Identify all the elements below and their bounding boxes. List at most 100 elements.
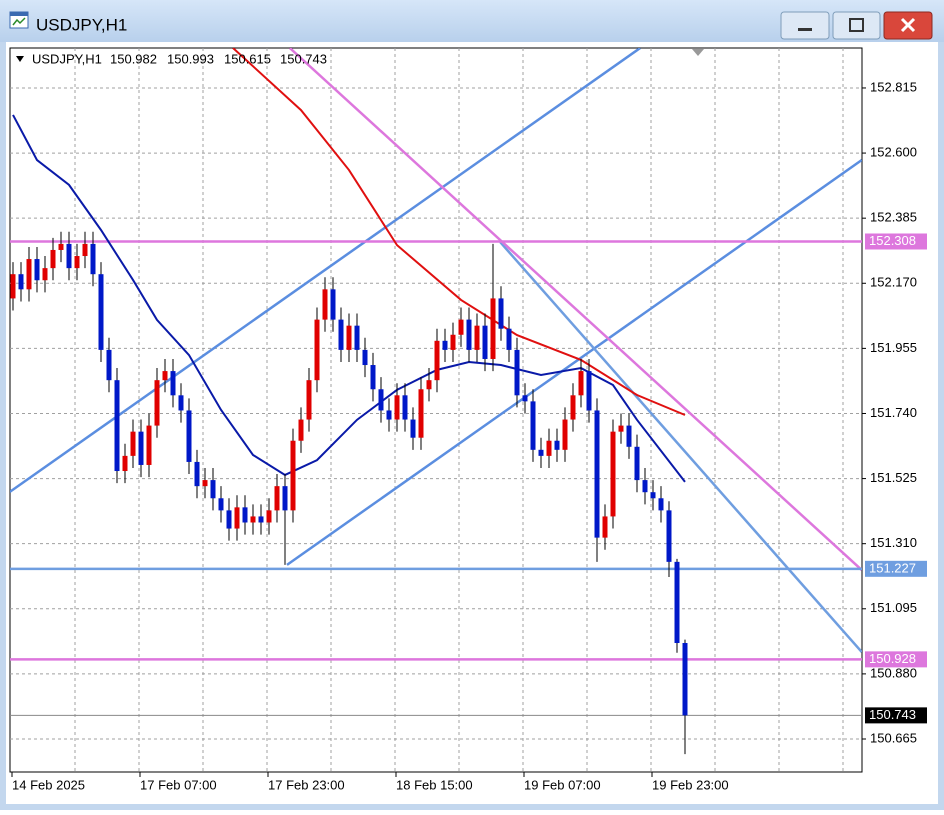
candle-body — [418, 389, 424, 438]
close-button[interactable] — [883, 11, 933, 40]
moving-average — [232, 48, 686, 416]
candle-body — [346, 325, 352, 350]
y-tick-label: 151.740 — [870, 405, 917, 420]
candle-body — [370, 365, 376, 390]
candle-body — [98, 274, 104, 350]
x-tick-label: 18 Feb 15:00 — [396, 777, 473, 792]
candle-body — [50, 249, 56, 269]
candle-body — [66, 243, 72, 269]
price-label-box — [865, 233, 927, 250]
candle-body — [402, 395, 408, 420]
y-tick-label: 151.955 — [870, 340, 917, 355]
objects — [10, 48, 862, 716]
candle-body — [306, 380, 312, 420]
price-label: 150.743 — [869, 707, 916, 722]
x-tick-label: 17 Feb 07:00 — [140, 777, 217, 792]
candle-body — [58, 243, 64, 250]
candle-body — [386, 410, 392, 420]
candle-body — [442, 340, 448, 350]
candle-body — [274, 486, 280, 511]
chart-pane — [6, 42, 938, 804]
axes: 152.815 152.600 152.385 152.170 151.955 151.7… — [11, 79, 927, 792]
candle-body — [226, 510, 232, 529]
candle-body — [218, 498, 224, 511]
trendline — [286, 159, 862, 566]
candle-body — [282, 486, 288, 511]
candle-body — [658, 498, 664, 511]
x-tick-label: 19 Feb 07:00 — [524, 777, 601, 792]
x-tick-label: 14 Feb 2025 — [12, 777, 85, 792]
candle-body — [330, 289, 336, 320]
candle-body — [42, 268, 48, 281]
candle-body — [122, 455, 128, 472]
window-title: USDJPY,H1 — [36, 15, 127, 34]
header-arrow — [16, 56, 24, 62]
candles — [10, 231, 688, 755]
candle-body — [642, 480, 648, 493]
maximize-button[interactable] — [832, 11, 881, 40]
trendline — [499, 241, 862, 653]
trendline — [288, 48, 862, 571]
candle-body — [522, 395, 528, 402]
candle-body — [538, 449, 544, 456]
y-tick-label: 152.170 — [870, 275, 917, 290]
candle-body — [170, 371, 176, 396]
candle-body — [674, 561, 680, 644]
candle-body — [618, 425, 624, 432]
candle-body — [130, 431, 136, 456]
candle-body — [314, 319, 320, 381]
candle-body — [650, 492, 656, 499]
candle-body — [362, 349, 368, 366]
candle-body — [322, 289, 328, 320]
candle-body — [666, 510, 672, 562]
candle-body — [482, 325, 488, 359]
candle-body — [298, 419, 304, 441]
candle-body — [394, 395, 400, 420]
candle-body — [626, 425, 632, 447]
candle-body — [202, 480, 208, 487]
price-label: 151.227 — [869, 560, 916, 575]
candle-body — [354, 325, 360, 350]
candle-body — [186, 410, 192, 462]
candle-body — [234, 507, 240, 529]
candle-body — [530, 401, 536, 450]
candle-body — [506, 328, 512, 350]
window-icon — [9, 11, 29, 29]
price-label-box — [865, 560, 927, 577]
candle-body — [594, 410, 600, 538]
candle-body — [466, 319, 472, 350]
candle-body — [194, 461, 200, 487]
candle-body — [682, 643, 688, 716]
price-label: 150.928 — [869, 651, 916, 666]
candle-body — [578, 371, 584, 396]
y-tick-label: 151.525 — [870, 470, 917, 485]
price-label: 152.308 — [869, 233, 916, 248]
candle-body — [258, 516, 264, 523]
candle-body — [490, 298, 496, 359]
candle-body — [114, 380, 120, 472]
candle-body — [514, 349, 520, 396]
candle-body — [162, 371, 168, 381]
candle-body — [410, 419, 416, 438]
minimize-button[interactable] — [780, 11, 830, 40]
candle-body — [74, 256, 80, 269]
x-tick-label: 17 Feb 23:00 — [268, 777, 345, 792]
candle-body — [634, 446, 640, 481]
header-high: 150.993 — [167, 51, 214, 66]
candle-body — [242, 507, 248, 523]
candle-body — [458, 319, 464, 335]
y-tick-label: 151.095 — [870, 600, 917, 615]
candle-body — [26, 259, 32, 290]
candle-body — [34, 259, 40, 281]
header-close: 150.743 — [280, 51, 327, 66]
moving-average — [12, 114, 686, 483]
candle-body — [498, 298, 504, 329]
candle-body — [602, 516, 608, 538]
candle-body — [106, 349, 112, 381]
price-label-box — [865, 707, 927, 724]
candle-body — [290, 440, 296, 511]
y-tick-label: 150.665 — [870, 730, 917, 745]
candle-body — [546, 440, 552, 456]
candle-body — [434, 340, 440, 381]
candle-body — [554, 440, 560, 450]
